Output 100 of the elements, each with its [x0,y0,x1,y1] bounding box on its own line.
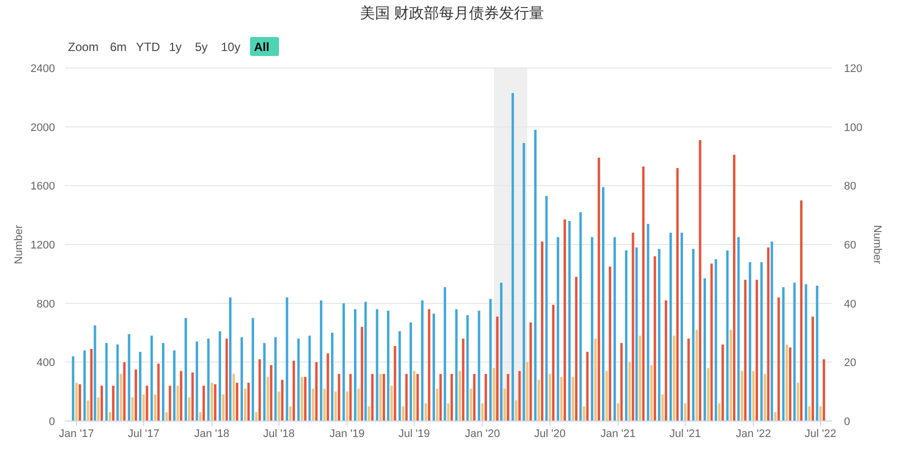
bar [816,286,818,421]
bar [199,412,202,421]
bar [222,394,224,421]
bar [616,403,620,421]
bar [774,412,776,421]
bar [331,332,334,421]
text: Zoom [68,40,99,54]
x-tick-label: Jul '20 [534,428,566,440]
bar [229,297,232,421]
y2-tick-label: 100 [844,122,862,134]
bar [575,276,578,421]
bar [714,259,718,421]
bar [538,380,540,421]
bar [421,300,424,421]
x-tick-label: Jul '17 [128,428,160,440]
x-tick-label: Jan '22 [736,428,771,440]
bar [128,334,130,421]
bar [642,166,645,421]
bar [822,359,826,421]
bar [698,140,702,421]
bar [240,337,243,421]
bar [661,394,664,421]
y2-axis-title: Number [871,224,883,264]
bar [326,353,330,421]
bar [684,403,686,421]
bar [767,247,770,421]
y2-tick-label: 0 [844,416,850,428]
bar [590,237,594,421]
bar [534,130,537,421]
bar [162,343,164,421]
bar [586,352,589,421]
y-tick-label: 1200 [30,240,55,252]
bar [354,309,356,421]
bar [320,300,322,421]
bar [202,386,205,421]
bar [225,338,228,421]
bar [444,287,446,421]
bar [134,370,138,421]
bar [196,342,198,421]
bar [308,336,311,421]
bar [376,309,378,421]
bar [518,370,521,421]
bar [744,280,747,421]
bar [669,232,672,421]
bar [150,336,153,421]
chart-title: 美国 财政部每月债券发行量 [360,5,544,22]
x-tick-label: Jan '19 [330,428,365,440]
y2-tick-label: 120 [844,63,862,75]
bar [424,403,427,421]
bar [658,248,660,421]
bar [500,282,502,421]
bar [138,352,142,421]
bar [191,372,194,421]
text: All [254,40,270,54]
bar [90,348,93,421]
bar [812,316,814,421]
bar [455,309,458,421]
bar [579,212,582,421]
bar [292,360,295,421]
bar [289,406,292,421]
bar [756,280,758,421]
x-tick-label: Jul '22 [804,428,836,440]
y-tick-label: 400 [36,357,55,370]
bar [560,376,563,421]
bar [598,158,600,421]
y2-tick-label: 60 [844,240,856,252]
bar [112,386,114,421]
x-tick-label: Jan '18 [194,428,230,440]
x-tick-label: Jan '20 [464,428,500,440]
bar [572,376,574,421]
x-tick-label: Jul '21 [669,428,701,440]
bar [764,374,766,421]
bar [402,406,404,421]
x-tick-label: Jul '19 [398,428,430,440]
bar [680,232,683,421]
bar [704,278,706,421]
bar [252,318,254,421]
bar [800,200,802,421]
bar [635,247,638,421]
y-tick-label: 2400 [30,63,55,75]
bar [428,309,430,421]
x-tick-label: Jan '17 [58,428,94,440]
bar [255,412,258,421]
y-tick-label: 2000 [30,122,55,134]
text: YTD [136,40,160,54]
bar [184,318,187,421]
bar [218,331,222,421]
bar [398,331,401,421]
bar [605,370,608,421]
bar [342,303,345,421]
bar [522,143,526,421]
bar [718,403,721,421]
bar [540,242,544,421]
y-tick-label: 800 [36,298,55,310]
bar [165,412,168,421]
text: 10y [221,40,240,54]
bar [770,242,774,421]
bar [207,338,210,421]
y2-tick-label: 40 [844,298,856,310]
bar [710,264,713,421]
